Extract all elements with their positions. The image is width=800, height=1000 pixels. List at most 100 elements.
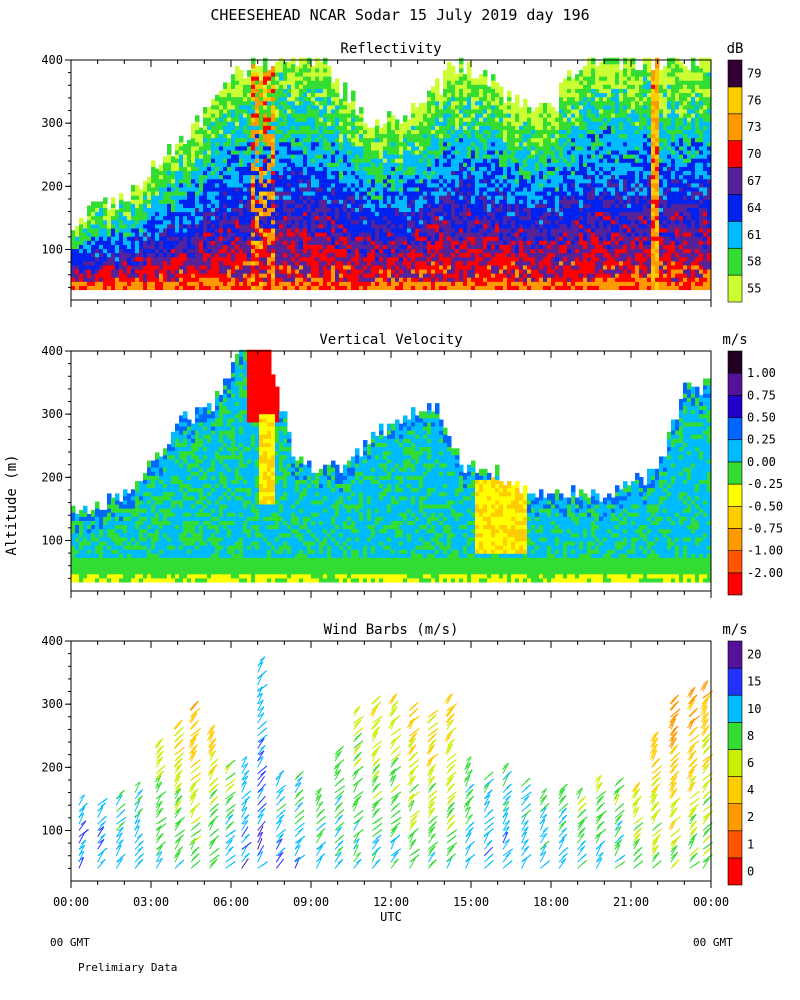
reflectivity-cell — [255, 144, 260, 151]
reflectivity-cell — [507, 234, 512, 241]
reflectivity-cell — [255, 271, 260, 278]
reflectivity-cell — [435, 144, 440, 151]
reflectivity-cell — [387, 156, 392, 163]
reflectivity-cell — [467, 193, 472, 200]
reflectivity-cell — [115, 246, 120, 254]
reflectivity-cell — [399, 258, 404, 266]
reflectivity-cell — [483, 172, 488, 180]
reflectivity-cell — [351, 123, 356, 130]
reflectivity-cell — [147, 254, 152, 262]
reflectivity-cell — [235, 148, 240, 155]
reflectivity-cell — [523, 168, 528, 176]
reflectivity-cell — [339, 176, 344, 184]
reflectivity-cell — [279, 123, 284, 130]
reflectivity-cell — [119, 234, 124, 241]
reflectivity-cell — [127, 271, 132, 278]
reflectivity-cell — [479, 189, 484, 196]
reflectivity-cell — [255, 152, 260, 159]
reflectivity-cell — [495, 213, 500, 221]
reflectivity-cell — [367, 234, 372, 241]
reflectivity-cell — [459, 139, 464, 147]
reflectivity-cell — [455, 185, 460, 192]
reflectivity-cell — [227, 267, 232, 274]
reflectivity-cell — [275, 275, 280, 282]
reflectivity-cell — [487, 230, 492, 237]
reflectivity-cell — [303, 217, 308, 225]
reflectivity-cell — [411, 242, 416, 250]
reflectivity-cell — [351, 119, 356, 126]
reflectivity-cell — [199, 180, 204, 188]
reflectivity-cell — [183, 172, 188, 180]
reflectivity-cell — [335, 164, 340, 172]
reflectivity-cell — [167, 258, 172, 266]
reflectivity-cell — [475, 213, 480, 221]
reflectivity-cell — [463, 82, 468, 89]
reflectivity-cell — [479, 160, 484, 167]
reflectivity-cell — [231, 254, 236, 262]
reflectivity-cell — [147, 250, 152, 258]
reflectivity-cell — [439, 275, 444, 282]
reflectivity-cell — [283, 258, 288, 266]
reflectivity-cell — [75, 271, 80, 278]
reflectivity-cell — [183, 152, 188, 159]
reflectivity-cell — [479, 213, 484, 221]
reflectivity-cell — [511, 111, 516, 118]
reflectivity-cell — [431, 164, 436, 172]
reflectivity-cell — [115, 271, 120, 278]
reflectivity-cell — [183, 209, 188, 217]
reflectivity-cell — [343, 205, 348, 213]
reflectivity-cell — [267, 254, 272, 262]
reflectivity-cell — [467, 61, 472, 69]
reflectivity-cell — [463, 209, 468, 217]
reflectivity-cell — [451, 148, 456, 155]
footer-right: 00 GMT — [693, 936, 733, 949]
reflectivity-cell — [411, 131, 416, 139]
reflectivity-cell — [375, 144, 380, 151]
reflectivity-cell — [295, 70, 300, 77]
reflectivity-cell — [351, 168, 356, 176]
reflectivity-cell — [483, 279, 488, 286]
reflectivity-cell — [139, 201, 144, 208]
reflectivity-cell — [535, 176, 540, 184]
reflectivity-cell — [111, 263, 116, 270]
reflectivity-cell — [391, 201, 396, 208]
reflectivity-cell — [191, 250, 196, 258]
reflectivity-cell — [159, 189, 164, 196]
reflectivity-cell — [279, 94, 284, 102]
reflectivity-cell — [275, 131, 280, 139]
reflectivity-cell — [191, 230, 196, 237]
reflectivity-cell — [507, 230, 512, 237]
reflectivity-cell — [207, 111, 212, 118]
reflectivity-cell — [339, 222, 344, 229]
reflectivity-cell — [315, 61, 320, 69]
reflectivity-cell — [471, 222, 476, 229]
reflectivity-cell — [323, 82, 328, 89]
reflectivity-cell — [331, 222, 336, 229]
reflectivity-cell — [211, 152, 216, 159]
reflectivity-cell — [527, 123, 532, 130]
reflectivity-cell — [219, 234, 224, 241]
reflectivity-cell — [447, 201, 452, 208]
reflectivity-cell — [351, 176, 356, 184]
reflectivity-cell — [391, 127, 396, 135]
reflectivity-cell — [491, 217, 496, 225]
reflectivity-cell — [507, 254, 512, 262]
reflectivity-cell — [143, 246, 148, 254]
reflectivity-cell — [87, 258, 92, 266]
reflectivity-cell — [235, 189, 240, 196]
reflectivity-cell — [335, 82, 340, 89]
reflectivity-cell — [303, 131, 308, 139]
reflectivity-cell — [279, 107, 284, 114]
reflectivity-cell — [191, 201, 196, 208]
reflectivity-cell — [403, 238, 408, 245]
reflectivity-cell — [387, 205, 392, 213]
reflectivity-cell — [483, 275, 488, 282]
reflectivity-cell — [359, 213, 364, 221]
reflectivity-cell — [259, 222, 264, 229]
reflectivity-cell — [111, 283, 116, 291]
reflectivity-cell — [475, 94, 480, 102]
reflectivity-cell — [435, 119, 440, 126]
reflectivity-cell — [415, 168, 420, 176]
reflectivity-cell — [451, 217, 456, 225]
reflectivity-cell — [259, 242, 264, 250]
